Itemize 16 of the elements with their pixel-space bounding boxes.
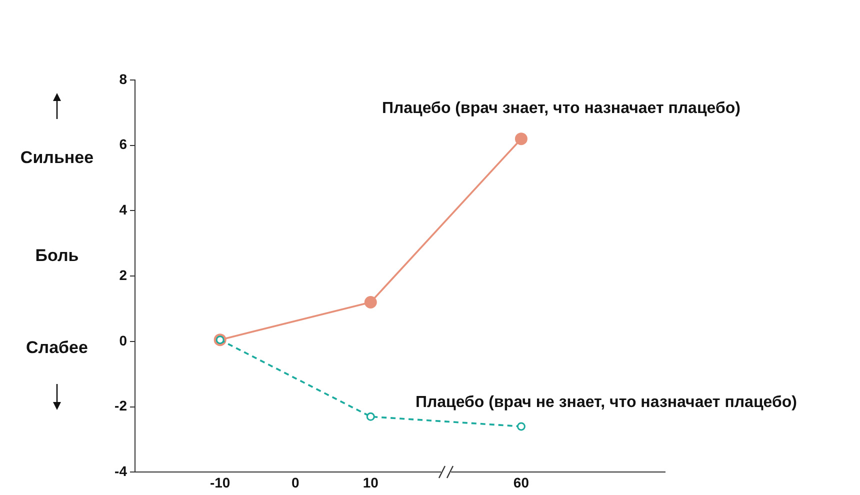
- y-tick-label: -2: [114, 398, 128, 414]
- y-tick-label: -4: [114, 463, 128, 480]
- y-tick-label: 6: [119, 136, 128, 152]
- y-tick-label: 4: [119, 202, 128, 218]
- y-axis-title: Боль: [34, 246, 80, 266]
- x-tick-label: 10: [362, 474, 379, 490]
- y-tick-label: 0: [119, 332, 128, 348]
- y-tick-label: 8: [119, 70, 128, 87]
- series-label: Плацебо (врач не знает, что назначает плацебо): [415, 394, 797, 411]
- x-tick-label: 0: [291, 474, 300, 490]
- x-tick-label: -10: [210, 474, 230, 490]
- y-tick-label: 2: [119, 266, 128, 283]
- x-tick-label: 60: [513, 474, 530, 490]
- text: Слабее: [25, 338, 89, 358]
- text: Сильнее: [19, 148, 95, 168]
- text: Плацебо (врач знает, что назначает плацебо): [382, 100, 740, 118]
